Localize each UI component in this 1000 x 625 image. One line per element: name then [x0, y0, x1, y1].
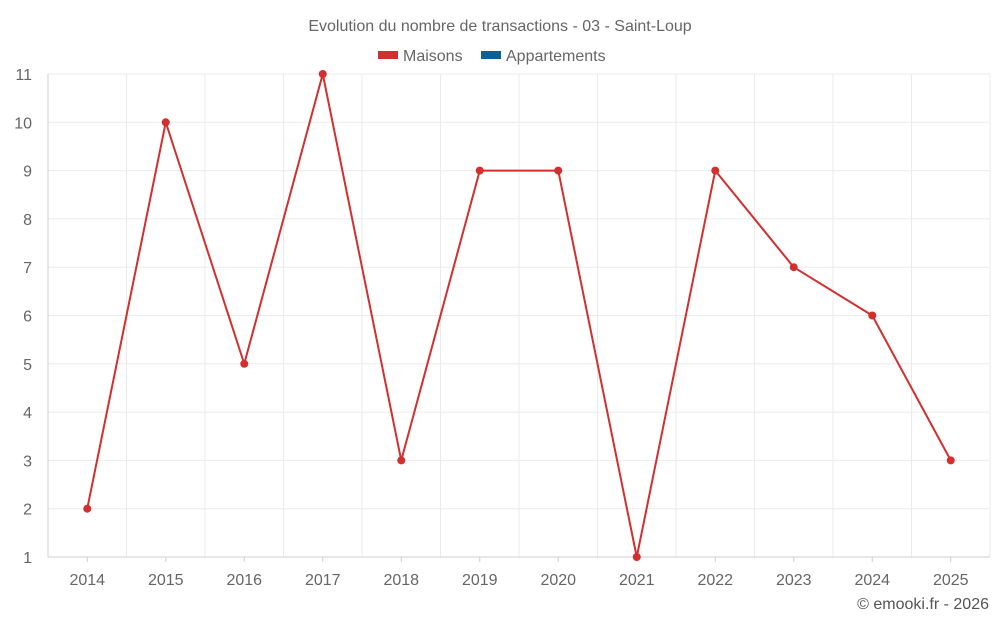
data-point-maisons[interactable] [397, 456, 406, 465]
credit: © emooki.fr - 2026 [857, 596, 989, 613]
x-tick-label: 2017 [305, 572, 341, 589]
data-point-maisons[interactable] [632, 553, 641, 561]
axes [47, 74, 990, 562]
y-tick-label: 5 [23, 357, 32, 374]
y-tick-label: 1 [23, 550, 32, 567]
y-tick-label: 8 [23, 212, 32, 229]
x-tick-label: 2022 [697, 572, 733, 589]
x-tick-label: 2025 [933, 572, 969, 589]
data-point-maisons[interactable] [83, 504, 92, 513]
legend-label-appartements[interactable]: Appartements [506, 48, 606, 65]
x-tick-label: 2016 [226, 572, 262, 589]
x-tick-label: 2019 [462, 572, 498, 589]
y-tick-label: 2 [23, 502, 32, 519]
y-tick-label: 4 [23, 405, 32, 422]
y-tick-label: 10 [14, 115, 32, 132]
data-point-maisons[interactable] [475, 166, 484, 175]
series [83, 70, 955, 561]
x-axis-ticks: 2014 2015 2016 2017 2018 2019 2020 2021 2022 2023… [69, 572, 968, 589]
data-point-maisons[interactable] [554, 166, 563, 175]
x-tick-label: 2014 [69, 572, 105, 589]
series-line-maisons [86, 73, 952, 558]
legend-swatch-appartements [481, 51, 501, 59]
data-point-maisons[interactable] [711, 166, 720, 175]
chart-title: Evolution du nombre de transactions - 03… [308, 18, 691, 35]
legend-label-maisons[interactable]: Maisons [403, 48, 463, 65]
y-tick-label: 11 [15, 67, 32, 84]
x-tick-label: 2018 [383, 572, 419, 589]
legend-swatch-maisons [378, 51, 398, 59]
x-tick-label: 2023 [776, 572, 812, 589]
data-point-maisons[interactable] [789, 263, 798, 272]
x-tick-label: 2021 [619, 572, 655, 589]
y-tick-label: 3 [23, 453, 32, 470]
grid [47, 73, 991, 558]
legend: Maisons Appartements [378, 48, 606, 65]
x-tick-label: 2015 [148, 572, 184, 589]
x-tick-label: 2024 [854, 572, 890, 589]
data-point-maisons[interactable] [240, 359, 249, 368]
y-tick-label: 9 [23, 164, 32, 181]
data-point-maisons[interactable] [946, 456, 955, 465]
y-tick-label: 6 [23, 309, 32, 326]
y-axis-ticks: 1 2 3 4 5 6 7 8 9 10 11 [14, 67, 32, 567]
y-tick-label: 7 [23, 260, 32, 277]
x-tick-label: 2020 [540, 572, 576, 589]
data-point-maisons[interactable] [868, 311, 877, 320]
data-point-maisons[interactable] [318, 70, 327, 78]
data-point-maisons[interactable] [161, 118, 170, 127]
